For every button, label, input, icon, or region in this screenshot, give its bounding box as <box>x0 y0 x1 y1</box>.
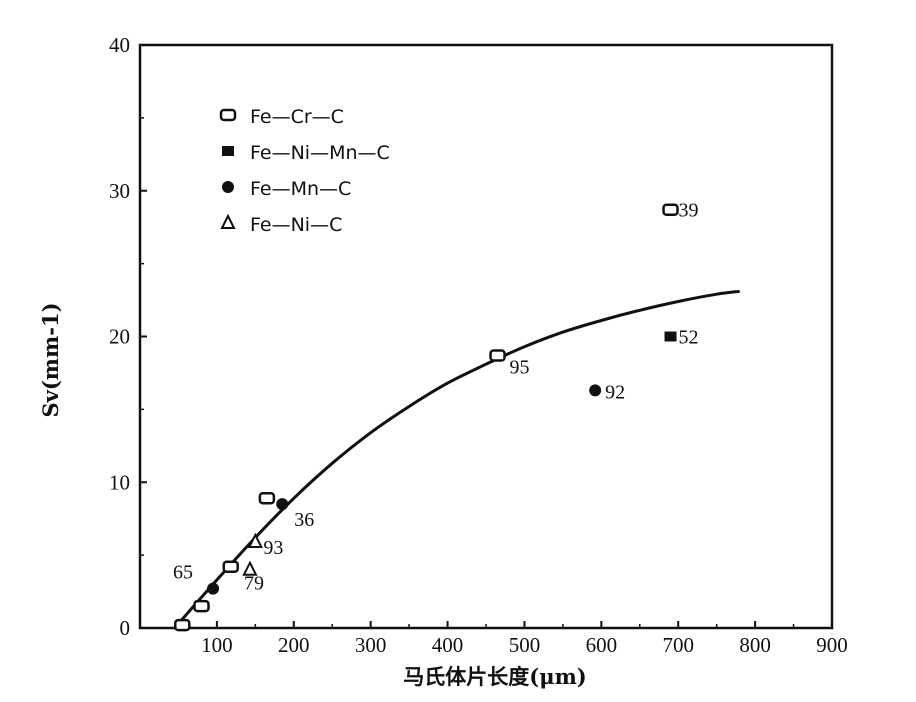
point-label: 52 <box>679 327 699 349</box>
y-tick-label: 30 <box>109 179 130 203</box>
y-tick-label: 0 <box>120 616 131 640</box>
data-point <box>174 618 191 632</box>
y-tick-label: 20 <box>109 325 130 349</box>
data-points <box>174 203 679 632</box>
y-tick-label: 10 <box>109 470 130 494</box>
legend-marker <box>222 181 234 193</box>
x-tick-label: 600 <box>586 633 618 657</box>
legend-label: Fe—Cr—C <box>250 106 344 128</box>
data-point <box>664 331 677 342</box>
x-tick-label: 700 <box>662 633 694 657</box>
data-point <box>193 599 210 613</box>
point-label: 95 <box>510 356 530 378</box>
data-point <box>589 384 602 397</box>
axis-ticks <box>140 44 833 629</box>
x-tick-label: 300 <box>355 633 387 657</box>
x-tick-label: 200 <box>278 633 310 657</box>
legend-label: Fe—Mn—C <box>250 178 351 200</box>
x-tick-label: 800 <box>739 633 771 657</box>
data-point <box>247 532 263 549</box>
y-axis-title: Sv(mm-1) <box>38 302 63 417</box>
point-label: 65 <box>173 562 193 584</box>
legend: Fe—Cr—C Fe—Ni—Mn—C Fe—Mn—C Fe—Ni—C <box>219 106 390 236</box>
legend-marker <box>219 108 237 122</box>
y-tick-label: 40 <box>109 33 130 57</box>
data-point <box>207 582 220 595</box>
x-tick-label: 100 <box>201 633 233 657</box>
data-point <box>662 203 679 216</box>
x-tick-label: 500 <box>509 633 541 657</box>
plot-frame <box>138 43 834 630</box>
point-label: 92 <box>605 381 625 403</box>
point-label: 36 <box>294 509 314 531</box>
data-point <box>242 560 258 576</box>
x-tick-label: 400 <box>432 633 464 657</box>
data-point <box>489 349 506 362</box>
tick-labels: 100 200 300 400 500 600 700 800 900 0 10 20 30 40 <box>109 33 848 657</box>
data-point <box>276 498 289 511</box>
legend-label: Fe—Ni—C <box>250 214 342 236</box>
point-label: 39 <box>679 200 699 222</box>
legend-label: Fe—Ni—Mn—C <box>250 142 390 164</box>
point-label: 93 <box>263 537 283 559</box>
point-label: 79 <box>244 573 264 595</box>
x-tick-label: 900 <box>816 633 848 657</box>
data-point <box>258 492 276 505</box>
x-axis-title: 马氏体片长度(μm) <box>403 664 586 689</box>
fit-curve <box>173 289 740 629</box>
point-labels: 95 39 52 65 36 92 79 93 <box>173 200 698 595</box>
legend-marker <box>222 146 234 156</box>
data-point <box>222 560 239 574</box>
legend-marker <box>220 213 236 229</box>
